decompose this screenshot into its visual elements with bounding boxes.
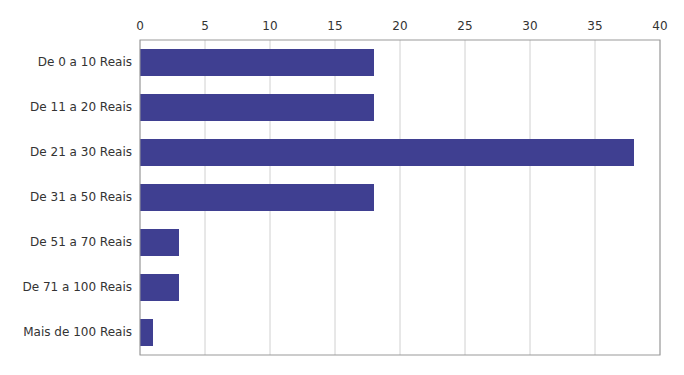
grid-line <box>400 40 401 355</box>
chart-container: 0 5 10 15 20 25 30 35 40 Mais de 100 Reais De 71 a… <box>0 0 684 375</box>
bars <box>140 49 634 346</box>
plot-frame <box>140 40 660 355</box>
category-label: De 31 a 50 Reais <box>30 190 132 204</box>
tick-label: 35 <box>587 19 602 33</box>
tick-label: 30 <box>522 19 537 33</box>
category-label: De 0 a 10 Reais <box>38 55 132 69</box>
grid-line <box>530 40 531 355</box>
category-label: Mais de 100 Reais <box>23 325 132 339</box>
bar <box>140 319 153 346</box>
chart-svg: 0 5 10 15 20 25 30 35 40 Mais de 100 Reais De 71 a… <box>0 0 684 375</box>
bar <box>140 49 374 76</box>
tick-label: 10 <box>262 19 277 33</box>
bar <box>140 229 179 256</box>
tick-label: 25 <box>457 19 472 33</box>
tick-label: 15 <box>327 19 342 33</box>
bar <box>140 139 634 166</box>
bar <box>140 94 374 121</box>
bar <box>140 274 179 301</box>
grid-line <box>595 40 596 355</box>
category-label: De 11 a 20 Reais <box>30 100 132 114</box>
tick-label: 40 <box>652 19 667 33</box>
category-label: De 71 a 100 Reais <box>22 280 132 294</box>
category-label: De 51 a 70 Reais <box>30 235 132 249</box>
tick-label: 0 <box>136 19 144 33</box>
category-label: De 21 a 30 Reais <box>30 145 132 159</box>
tick-label: 20 <box>392 19 407 33</box>
bar <box>140 184 374 211</box>
grid-line <box>465 40 466 355</box>
tick-label: 5 <box>201 19 209 33</box>
grid <box>140 40 660 355</box>
